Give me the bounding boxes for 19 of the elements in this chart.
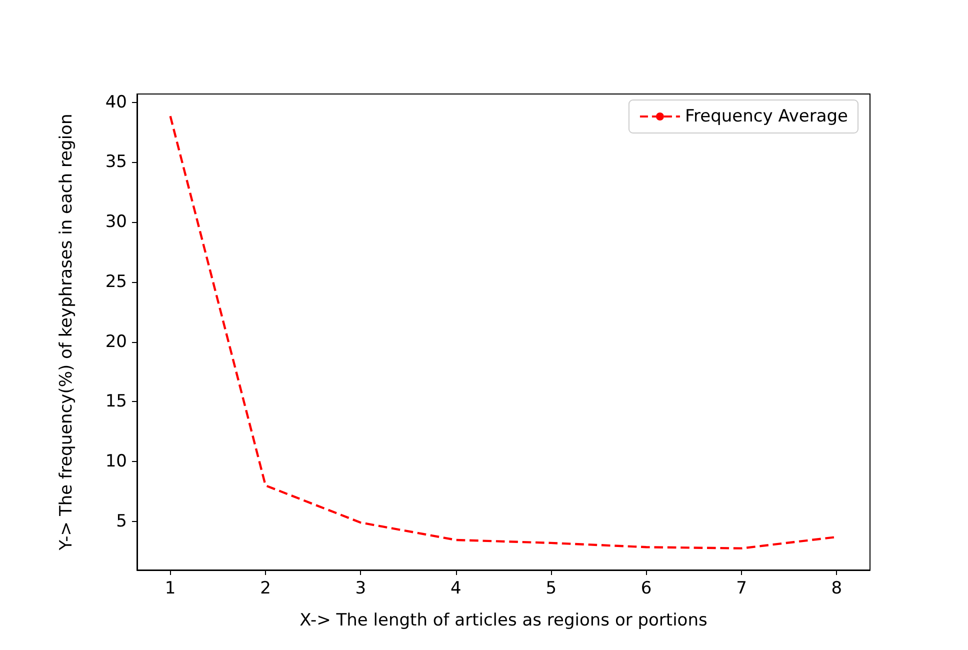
y-tick-label: 15 [105, 392, 127, 412]
x-tick-label: 8 [831, 578, 842, 598]
y-tick-label: 40 [105, 92, 127, 112]
x-tick-label: 1 [164, 578, 176, 598]
x-tick-label: 7 [736, 578, 747, 598]
y-tick-label: 10 [105, 452, 127, 472]
x-tick-label: 5 [546, 578, 557, 598]
y-tick-label: 25 [105, 272, 127, 292]
x-tick-label: 4 [450, 578, 462, 598]
y-tick-label: 35 [105, 152, 127, 172]
y-axis-title: Y-> The frequency(%) of keyphrases in each region [56, 114, 76, 552]
x-tick-label: 2 [260, 578, 271, 598]
y-tick-label: 20 [105, 332, 127, 352]
x-tick-label: 6 [640, 578, 652, 598]
legend-label: Frequency Average [684, 106, 848, 126]
y-tick-label: 5 [116, 511, 127, 532]
x-axis-title: X-> The length of articles as regions or portions [300, 610, 708, 630]
x-tick-label: 3 [355, 578, 366, 598]
y-tick-label: 30 [105, 212, 127, 232]
